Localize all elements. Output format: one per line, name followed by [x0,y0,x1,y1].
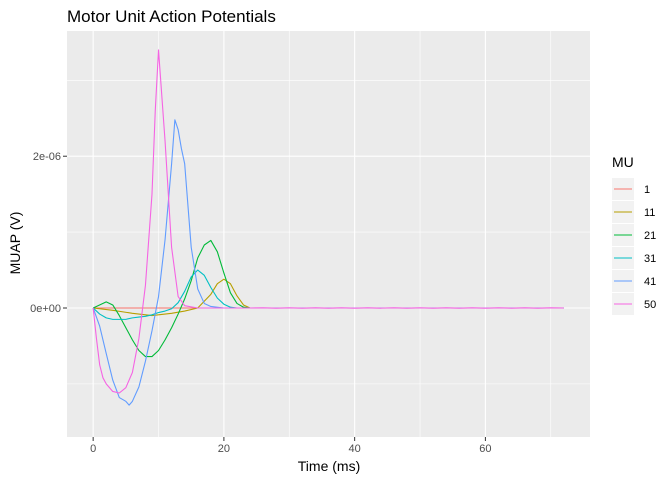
grid-minor [67,31,590,437]
series-layer [92,49,564,406]
series-line-mu-50 [92,49,564,394]
y-tick-label: 2e-06 [33,151,61,163]
legend-title: MU [612,154,634,170]
x-tick-label: 20 [218,443,230,455]
legend-label-mu-11: 11 [644,207,655,219]
legend-label-mu-21: 21 [644,230,656,242]
x-tick-label: 40 [349,443,361,455]
chart-title: Motor Unit Action Potentials [67,7,276,26]
x-tick-label: 0 [90,443,96,455]
legend-label-mu-1: 1 [644,184,650,196]
y-tick-label: 0e+00 [30,303,61,315]
x-axis-title: Time (ms) [298,458,360,474]
x-axis: 0 20 40 60 [90,437,492,455]
x-tick-label: 60 [479,443,491,455]
plot-panel [67,31,590,437]
y-axis: 0e+00 2e-06 [30,151,67,315]
legend-label-mu-31: 31 [644,253,656,265]
y-axis-title: MUAP (V) [7,212,23,275]
legend-label-mu-50: 50 [644,299,656,311]
legend-label-mu-41: 41 [644,276,656,288]
